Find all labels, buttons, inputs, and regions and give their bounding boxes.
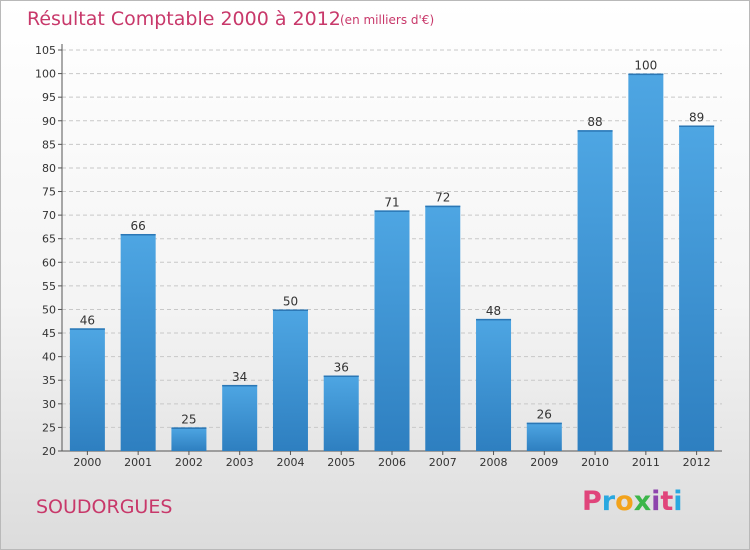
bar-2009: [526, 422, 562, 451]
bar-2005: [323, 375, 359, 451]
brand-letter: i: [651, 486, 661, 517]
data-label: 66: [131, 219, 146, 233]
x-tick-label: 2006: [378, 456, 406, 469]
bar-2001: [120, 233, 156, 451]
x-tick-label: 2010: [581, 456, 609, 469]
y-tick-label: 65: [42, 233, 56, 246]
x-tick-label: 2009: [530, 456, 558, 469]
y-tick-label: 90: [42, 115, 56, 128]
data-label: 50: [283, 294, 298, 308]
x-tick-label: 2000: [73, 456, 101, 469]
brand-letter: o: [615, 486, 634, 517]
y-tick-label: 35: [42, 374, 56, 387]
bar-2011: [628, 73, 664, 452]
data-label: 25: [181, 412, 196, 426]
bar-top-edge: [69, 328, 105, 330]
bar-top-edge: [374, 210, 410, 212]
y-tick-label: 20: [42, 445, 56, 458]
x-tick-label: 2008: [480, 456, 508, 469]
chart-subtitle: (en milliers d'€): [340, 13, 435, 27]
bar-top-edge: [476, 318, 512, 321]
y-tick-label: 85: [42, 138, 56, 151]
bar-2004: [272, 309, 308, 451]
bars: [69, 73, 715, 452]
data-label: 34: [232, 370, 247, 384]
bar-top-edge: [526, 422, 562, 425]
x-tick-label: 2001: [124, 456, 152, 469]
bar-top-edge: [323, 375, 359, 378]
x-tick-label: 2011: [632, 456, 660, 469]
bar-top-edge: [171, 427, 207, 429]
town-name: SOUDORGUES: [36, 496, 173, 518]
bar-2003: [222, 384, 258, 451]
x-tick-label: 2005: [327, 456, 355, 469]
y-tick-label: 25: [42, 421, 56, 434]
bar-top-edge: [679, 125, 715, 127]
y-tick-label: 55: [42, 280, 56, 293]
data-label: 72: [435, 191, 450, 205]
bar-2010: [577, 130, 613, 451]
x-tick-label: 2012: [683, 456, 711, 469]
y-tick-label: 45: [42, 327, 56, 340]
y-tick-label: 80: [42, 162, 56, 175]
brand-letter: r: [601, 486, 616, 517]
bar-2007: [425, 205, 461, 451]
y-tick-label: 60: [42, 256, 56, 269]
bar-2006: [374, 210, 410, 451]
bar-2008: [476, 318, 512, 451]
y-tick-label: 100: [35, 68, 56, 81]
bar-top-edge: [628, 73, 664, 76]
y-tick-label: 105: [35, 44, 56, 57]
data-label: 36: [334, 361, 349, 375]
x-tick-label: 2003: [226, 456, 254, 469]
y-tick-label: 50: [42, 303, 56, 316]
y-tick-label: 70: [42, 209, 56, 222]
bar-top-edge: [120, 233, 156, 236]
data-label: 88: [587, 115, 602, 129]
data-label: 26: [537, 408, 552, 422]
bar-2002: [171, 427, 207, 451]
data-label: 48: [486, 304, 501, 318]
y-tick-label: 30: [42, 398, 56, 411]
bar-top-edge: [577, 130, 613, 132]
brand-letter: t: [660, 486, 674, 517]
x-tick-label: 2004: [276, 456, 304, 469]
data-label: 100: [634, 59, 657, 73]
bar-2000: [69, 328, 105, 451]
y-tick-label: 40: [42, 351, 56, 364]
labels: 20 25 30 35 40 45 50 55 60 65 70 75 80 85 90 95 100 105 46…: [35, 44, 711, 469]
x-tick-label: 2002: [175, 456, 203, 469]
chart-title: Résultat Comptable 2000 à 2012: [27, 8, 341, 30]
brand-letter: x: [633, 486, 652, 517]
bar-top-edge: [222, 384, 258, 387]
proxiti-logo[interactable]: Proxiti: [582, 486, 683, 517]
y-tick-label: 95: [42, 91, 56, 104]
x-tick-label: 2007: [429, 456, 457, 469]
brand-letter: P: [582, 486, 602, 517]
brand-letter: i: [673, 486, 683, 517]
bar-2012: [679, 125, 715, 451]
data-label: 71: [384, 195, 399, 209]
bar-top-edge: [272, 309, 308, 311]
data-label: 46: [80, 313, 95, 327]
bar-top-edge: [425, 205, 461, 208]
y-tick-label: 75: [42, 186, 56, 199]
data-label: 89: [689, 110, 704, 124]
